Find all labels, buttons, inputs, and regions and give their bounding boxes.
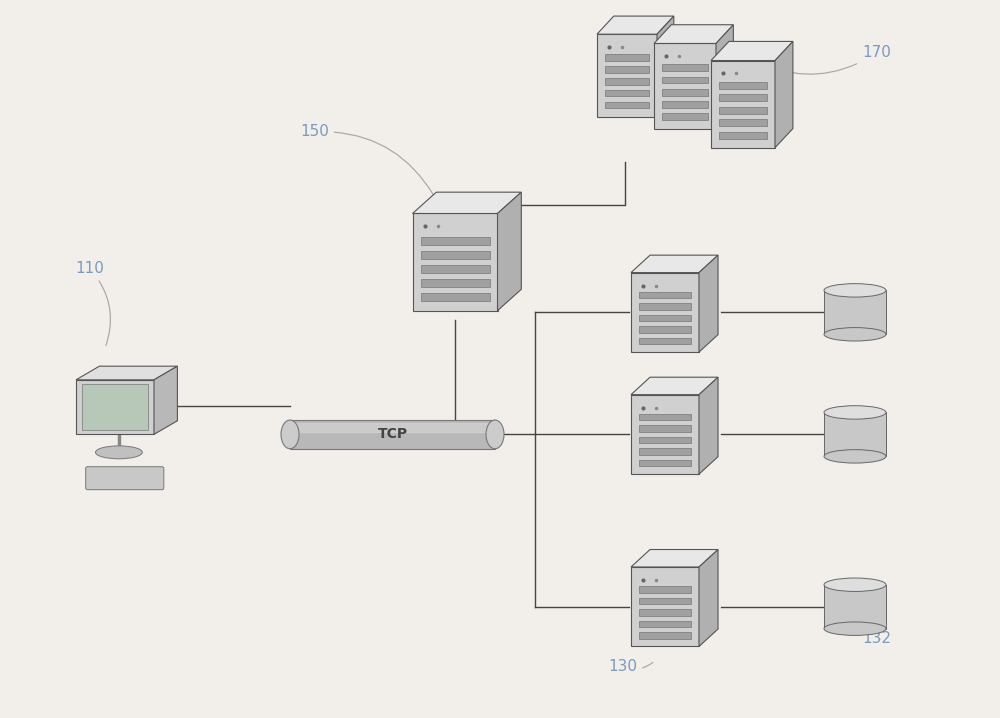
FancyBboxPatch shape xyxy=(639,315,691,321)
Polygon shape xyxy=(711,42,793,60)
Polygon shape xyxy=(631,567,699,646)
FancyBboxPatch shape xyxy=(662,77,708,83)
FancyBboxPatch shape xyxy=(824,584,886,629)
Polygon shape xyxy=(631,549,718,567)
FancyBboxPatch shape xyxy=(662,101,708,108)
FancyBboxPatch shape xyxy=(290,420,495,449)
Ellipse shape xyxy=(824,578,886,592)
FancyBboxPatch shape xyxy=(605,55,649,61)
FancyBboxPatch shape xyxy=(719,132,767,139)
Polygon shape xyxy=(775,42,793,148)
Ellipse shape xyxy=(824,284,886,297)
Polygon shape xyxy=(631,255,718,273)
FancyBboxPatch shape xyxy=(605,102,649,108)
Text: 132: 132 xyxy=(862,630,891,645)
FancyBboxPatch shape xyxy=(639,326,691,332)
Polygon shape xyxy=(631,395,699,474)
Polygon shape xyxy=(657,16,674,116)
Ellipse shape xyxy=(281,420,299,449)
FancyBboxPatch shape xyxy=(421,279,490,287)
Polygon shape xyxy=(597,16,674,34)
FancyBboxPatch shape xyxy=(824,412,886,457)
FancyBboxPatch shape xyxy=(824,290,886,335)
FancyBboxPatch shape xyxy=(605,66,649,73)
Polygon shape xyxy=(699,255,718,352)
Ellipse shape xyxy=(96,446,142,459)
FancyBboxPatch shape xyxy=(639,598,691,604)
FancyBboxPatch shape xyxy=(639,620,691,627)
FancyBboxPatch shape xyxy=(639,587,691,593)
Ellipse shape xyxy=(824,622,886,635)
Polygon shape xyxy=(699,549,718,646)
FancyBboxPatch shape xyxy=(719,94,767,101)
Polygon shape xyxy=(699,377,718,474)
Polygon shape xyxy=(413,213,498,311)
Polygon shape xyxy=(413,192,521,213)
Text: 170: 170 xyxy=(752,45,891,74)
FancyBboxPatch shape xyxy=(639,632,691,638)
Text: 150: 150 xyxy=(300,124,434,195)
Polygon shape xyxy=(716,24,733,129)
FancyBboxPatch shape xyxy=(421,251,490,259)
FancyBboxPatch shape xyxy=(605,90,649,96)
Polygon shape xyxy=(654,44,716,129)
FancyBboxPatch shape xyxy=(662,89,708,95)
Ellipse shape xyxy=(824,327,886,341)
FancyBboxPatch shape xyxy=(639,304,691,309)
Text: TCP: TCP xyxy=(377,427,408,442)
FancyBboxPatch shape xyxy=(639,292,691,299)
FancyBboxPatch shape xyxy=(639,414,691,421)
Polygon shape xyxy=(631,273,699,352)
Polygon shape xyxy=(711,60,775,148)
Polygon shape xyxy=(76,366,177,380)
Polygon shape xyxy=(597,34,657,116)
Text: 130: 130 xyxy=(608,659,653,674)
Ellipse shape xyxy=(824,449,886,463)
Polygon shape xyxy=(654,24,733,44)
FancyBboxPatch shape xyxy=(662,113,708,121)
Polygon shape xyxy=(498,192,521,311)
FancyBboxPatch shape xyxy=(605,78,649,85)
Ellipse shape xyxy=(824,406,886,419)
FancyBboxPatch shape xyxy=(421,293,490,301)
Ellipse shape xyxy=(486,420,504,449)
Polygon shape xyxy=(154,366,177,434)
Polygon shape xyxy=(82,384,148,430)
FancyBboxPatch shape xyxy=(639,337,691,344)
FancyBboxPatch shape xyxy=(421,265,490,273)
FancyBboxPatch shape xyxy=(421,237,490,245)
Text: 110: 110 xyxy=(75,261,110,345)
FancyBboxPatch shape xyxy=(639,610,691,615)
FancyBboxPatch shape xyxy=(639,426,691,432)
FancyBboxPatch shape xyxy=(719,82,767,89)
FancyBboxPatch shape xyxy=(86,467,164,490)
FancyBboxPatch shape xyxy=(639,448,691,454)
Polygon shape xyxy=(631,377,718,395)
FancyBboxPatch shape xyxy=(639,437,691,443)
FancyBboxPatch shape xyxy=(719,119,767,126)
Polygon shape xyxy=(76,380,154,434)
FancyBboxPatch shape xyxy=(719,107,767,114)
FancyBboxPatch shape xyxy=(662,65,708,71)
FancyBboxPatch shape xyxy=(639,460,691,466)
